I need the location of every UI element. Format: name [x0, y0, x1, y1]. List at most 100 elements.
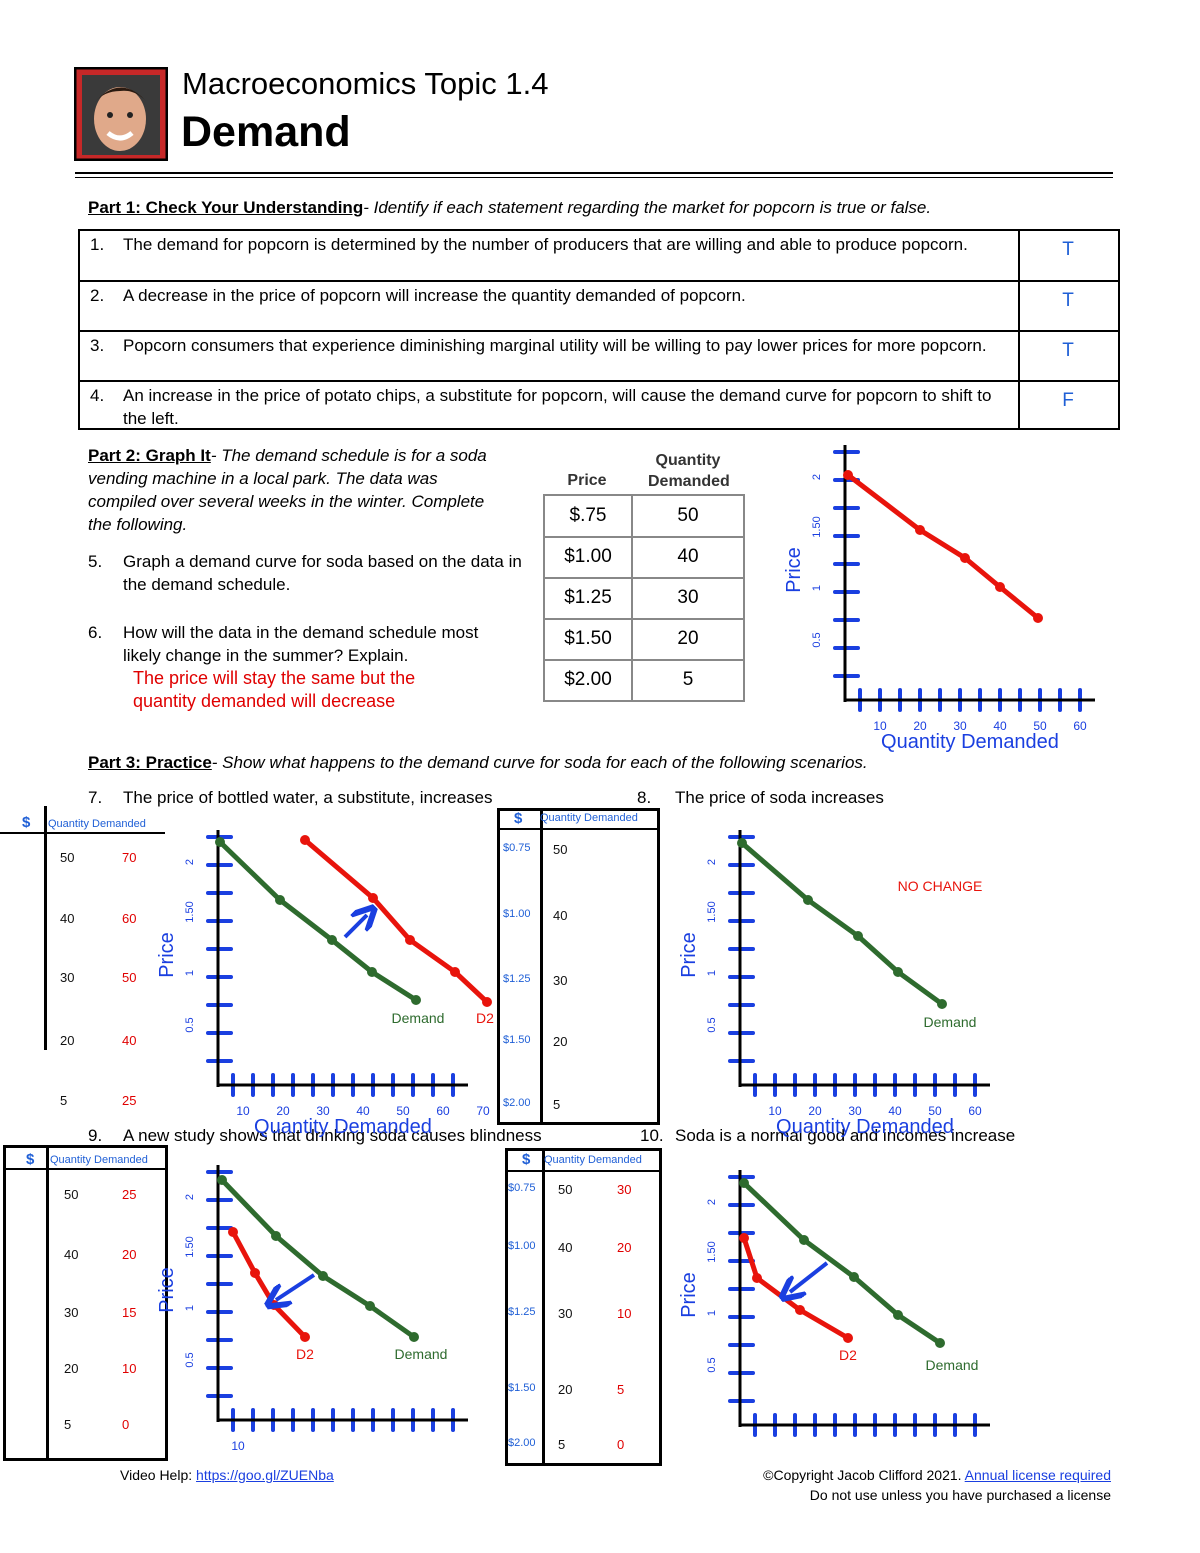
- question-number: 6.: [88, 623, 103, 642]
- y-tick-label: 0.5: [184, 1017, 196, 1032]
- table-cell: 50: [553, 842, 568, 857]
- table-cell: 40: [553, 908, 568, 923]
- statement-row: 4. An increase in the price of potato chi…: [80, 380, 1118, 429]
- x-tick-label: 40: [993, 719, 1007, 733]
- x-tick-label: 20: [808, 1104, 822, 1118]
- statement-number: 4.: [90, 386, 105, 405]
- table-cell: $1.25: [503, 973, 531, 985]
- table-cell: $0.75: [503, 842, 531, 854]
- statement-text: An increase in the price of potato chips…: [123, 386, 992, 428]
- curve-point: [228, 1227, 238, 1237]
- curve-label: Demand: [926, 1357, 979, 1373]
- row-line: [545, 577, 743, 579]
- author-photo: [74, 67, 168, 161]
- y-tick-label: 1.50: [811, 516, 823, 537]
- y-tick-label: 0.5: [811, 632, 823, 647]
- table-cell: $2.00: [503, 1097, 531, 1109]
- answer: T: [1062, 340, 1074, 361]
- x-tick-label: 20: [913, 719, 927, 733]
- x-tick-label: 10: [768, 1104, 782, 1118]
- curve-point: [365, 1301, 375, 1311]
- price-header: $: [26, 1151, 35, 1168]
- x-tick-label: 30: [316, 1104, 330, 1118]
- demand-curve: [219, 1177, 417, 1340]
- question-text: Graph a demand curve for soda based on t…: [123, 552, 522, 594]
- curve-point: [803, 895, 813, 905]
- curve-point: [799, 1235, 809, 1245]
- video-link[interactable]: https://goo.gl/ZUENba: [196, 1467, 334, 1483]
- x-tick-label: 60: [1073, 719, 1087, 733]
- x-tick-label: 10: [231, 1439, 245, 1453]
- price-header: $: [22, 814, 31, 831]
- y-tick-label: 1: [811, 585, 823, 591]
- table-rule: [542, 1148, 545, 1466]
- shift-arrow: [276, 1273, 316, 1300]
- schedule-price: $1.50: [564, 628, 612, 649]
- y-tick-label: 2: [184, 859, 196, 865]
- table-cell: 20: [122, 1247, 137, 1262]
- table-cell: $0.75: [508, 1182, 536, 1194]
- table-cell: 30: [553, 973, 568, 988]
- x-tick-label: 20: [276, 1104, 290, 1118]
- question-number: 7.: [88, 788, 103, 807]
- question-number: 9.: [88, 1126, 103, 1145]
- demand-curve: [741, 1180, 943, 1346]
- schedule-price: $1.00: [564, 546, 612, 567]
- price-header: $: [522, 1151, 531, 1168]
- table-cell: 30: [617, 1182, 632, 1197]
- video-label: Video Help:: [120, 1467, 193, 1483]
- part3-heading: Part 3: Practice: [88, 753, 212, 772]
- quantity-header: Quantity Demanded: [48, 818, 146, 830]
- table-rule: [505, 1170, 662, 1172]
- curve-point: [843, 1333, 853, 1343]
- row-line: [545, 659, 743, 661]
- statement-row: 1. The demand for popcorn is determined b…: [80, 231, 1118, 280]
- demand-curve: [739, 840, 945, 1007]
- curve-label: D2: [476, 1010, 494, 1026]
- statement-number: 1.: [90, 235, 105, 254]
- x-axis-label: Quantity Demanded: [776, 1116, 954, 1138]
- curve-point: [300, 835, 310, 845]
- demand-curve: [230, 1229, 308, 1340]
- x-tick-label: 40: [356, 1104, 370, 1118]
- demand-graph: 2 1.50 1 0.5 10 20 30 40 50 60 Price Quantity Deman…: [678, 830, 990, 1138]
- table-cell: $1.50: [508, 1382, 536, 1394]
- y-axis-label: Price: [678, 1272, 700, 1318]
- table-cell: $1.25: [508, 1306, 536, 1318]
- curve-point: [327, 935, 337, 945]
- curve-point: [271, 1231, 281, 1241]
- table-cell: 50: [60, 850, 75, 865]
- demand-graph: 2 1.50 1 0.5 10 20 30 40 50 60 70 Price Quantity Dem…: [156, 830, 494, 1138]
- table-cell: 20: [64, 1361, 79, 1376]
- practice-table: [505, 1148, 662, 1466]
- answer-cell: [1018, 282, 1118, 330]
- curve-point: [795, 1305, 805, 1315]
- curve-point: [269, 1300, 279, 1310]
- answer-cell: [1018, 382, 1118, 429]
- curve-point: [960, 553, 970, 563]
- y-tick-label: 0.5: [706, 1357, 718, 1372]
- table-cell: 20: [617, 1240, 632, 1255]
- table-rule: [44, 806, 47, 1050]
- curve-label: Demand: [392, 1010, 445, 1026]
- practice-table: [497, 808, 660, 1125]
- y-tick-label: 1: [184, 970, 196, 976]
- y-tick-label: 2: [706, 1199, 718, 1205]
- y-axis-label: Price: [156, 932, 178, 978]
- curve-point: [1033, 613, 1043, 623]
- question-number: 10.: [640, 1126, 664, 1145]
- copyright: ©Copyright Jacob Clifford 2021.: [763, 1467, 962, 1483]
- curve-label: NO CHANGE: [898, 878, 983, 894]
- table-cell: 10: [617, 1306, 632, 1321]
- y-tick-label: 1.50: [706, 1241, 718, 1262]
- demand-curve: [217, 839, 419, 1003]
- quantity-header: Quantity Demanded: [544, 1154, 642, 1166]
- y-tick-label: 2: [811, 474, 823, 480]
- column-line: [631, 496, 633, 700]
- row-line: [545, 536, 743, 538]
- license-link[interactable]: Annual license required: [964, 1467, 1111, 1483]
- table-cell: 40: [64, 1247, 79, 1262]
- y-tick-label: 2: [706, 859, 718, 865]
- part2-intro-block: Part 2: Graph It- The demand schedule is…: [88, 444, 488, 536]
